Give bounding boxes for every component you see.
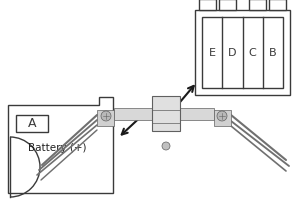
Circle shape — [101, 111, 111, 121]
Text: A: A — [28, 117, 36, 130]
Text: Battery (+): Battery (+) — [28, 143, 86, 153]
Bar — [97, 110, 114, 126]
Bar — [195, 10, 290, 95]
Text: C: C — [249, 47, 256, 58]
Polygon shape — [114, 108, 214, 120]
Bar — [249, 0, 266, 10]
Bar — [269, 0, 286, 10]
Bar — [199, 0, 216, 10]
Bar — [219, 0, 236, 10]
Text: B: B — [269, 47, 277, 58]
Bar — [214, 110, 231, 126]
Circle shape — [217, 111, 227, 121]
Bar — [152, 96, 180, 131]
Circle shape — [162, 142, 170, 150]
Text: D: D — [228, 47, 237, 58]
Text: E: E — [208, 47, 216, 58]
Bar — [202, 17, 283, 88]
Polygon shape — [8, 97, 113, 193]
Bar — [16, 115, 48, 132]
